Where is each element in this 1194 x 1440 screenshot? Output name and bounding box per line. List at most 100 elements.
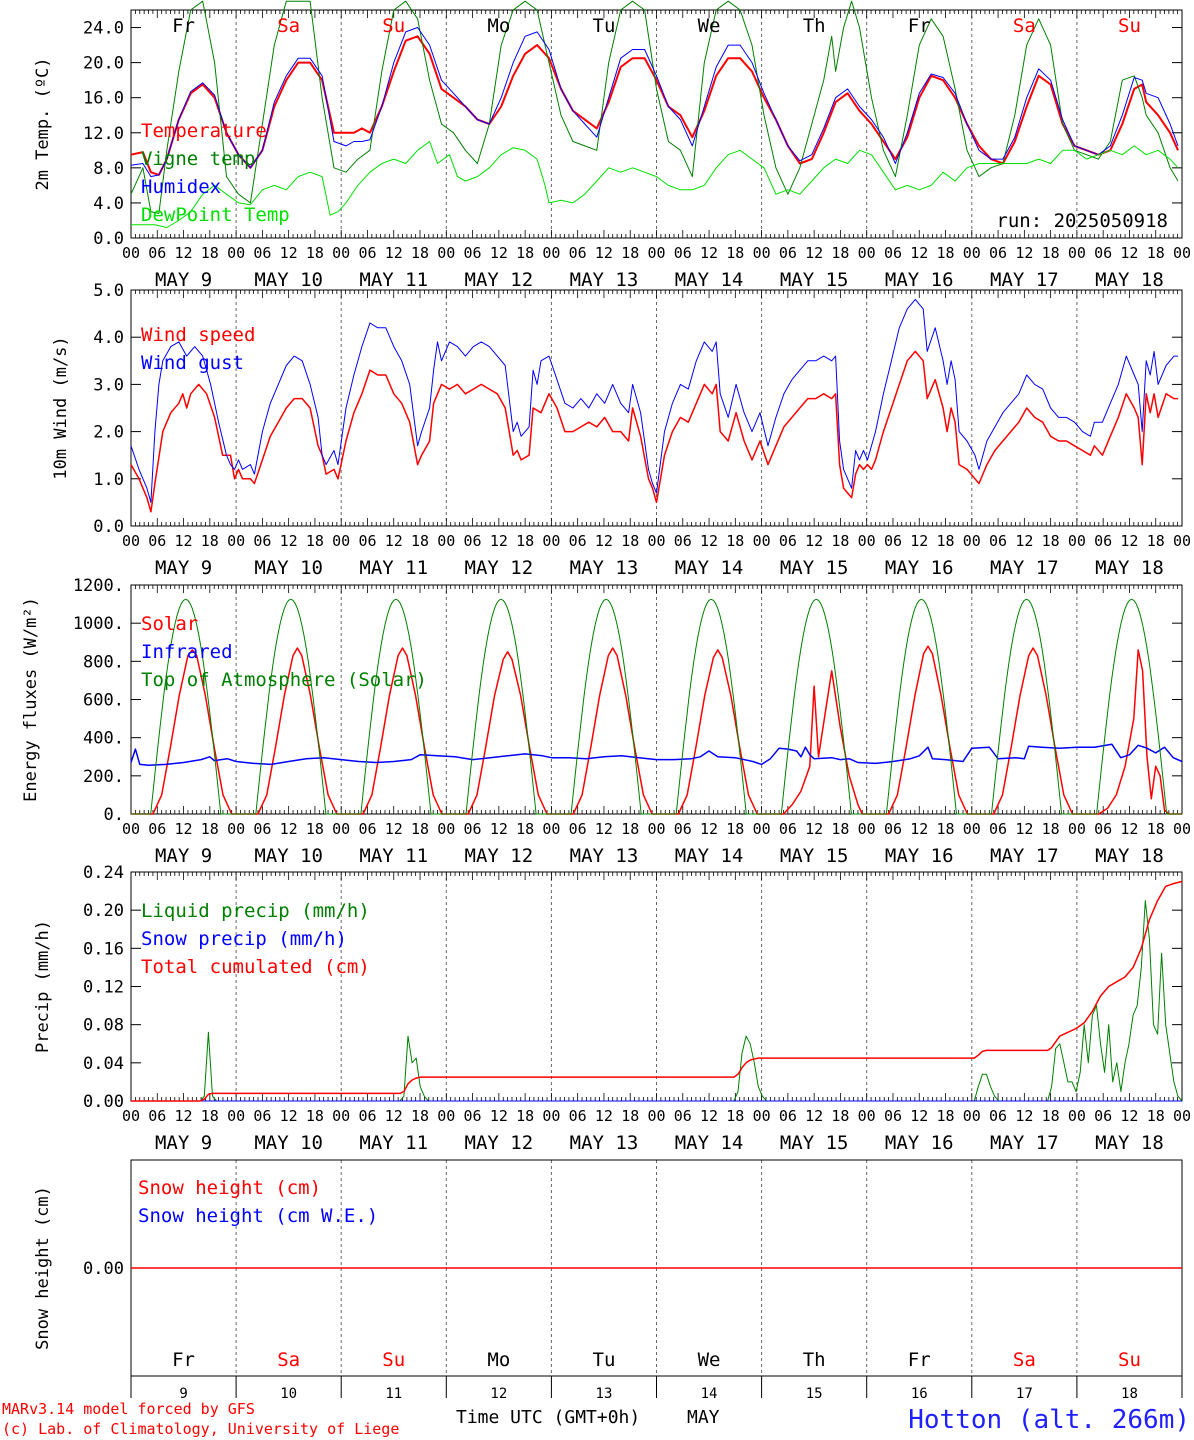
series-liquid-precip-mm-h: [131, 900, 1183, 1102]
legend-entry: Temperature: [141, 120, 267, 142]
x-hour-label: 18: [306, 244, 324, 262]
x-hour-label: 00: [122, 1107, 140, 1125]
x-hour-label: 00: [122, 244, 140, 262]
y-tick-label: 3.0: [93, 375, 124, 395]
x-hour-label: 12: [1120, 820, 1138, 838]
x-hour-label: 06: [148, 820, 166, 838]
x-hour-label: 12: [805, 820, 823, 838]
x-hour-label: 06: [148, 244, 166, 262]
y-tick-label: 0.0: [93, 229, 124, 249]
weekday-label: Fr: [908, 15, 931, 37]
x-hour-label: 18: [1042, 1107, 1060, 1125]
x-day-number: 9: [179, 1386, 187, 1402]
x-date-label: MAY 18: [1095, 269, 1164, 291]
x-hour-label: 06: [1094, 1107, 1112, 1125]
weekday-label: Th: [803, 15, 826, 37]
x-hour-label: 00: [542, 820, 560, 838]
x-hour-label: 18: [831, 1107, 849, 1125]
x-date-label: MAY 18: [1095, 1132, 1164, 1154]
y-tick-label: 0.0: [93, 517, 124, 537]
x-date-label: MAY 11: [359, 1132, 428, 1154]
x-hour-label: 06: [674, 1107, 692, 1125]
x-date-label: MAY 16: [885, 845, 954, 867]
x-hour-label: 18: [306, 820, 324, 838]
x-hour-label: 00: [227, 244, 245, 262]
x-hour-label: 06: [253, 532, 271, 550]
series-temperature: [130, 35, 1179, 176]
legend-entry: Vigne temp: [141, 148, 255, 170]
x-day-number: 15: [806, 1386, 823, 1402]
weekday-label: Fr: [172, 1349, 195, 1371]
x-hour-label: 12: [385, 1107, 403, 1125]
x-date-label: MAY 9: [155, 845, 212, 867]
x-hour-label: 06: [779, 244, 797, 262]
y-tick-label: 1000.: [73, 614, 124, 634]
x-hour-label: 00: [332, 1107, 350, 1125]
y-tick-label: 600.: [83, 691, 124, 711]
weekday-label: Fr: [908, 1349, 931, 1371]
x-hour-label: 12: [280, 820, 298, 838]
x-hour-label: 18: [621, 1107, 639, 1125]
x-hour-label: 06: [674, 532, 692, 550]
y-tick-label: 0.12: [83, 978, 124, 998]
weekday-label: Mo: [487, 1349, 510, 1371]
footer: MARv3.14 model forced by GFS (c) Lab. of…: [2, 1400, 1190, 1438]
x-hour-label: 12: [1015, 244, 1033, 262]
x-date-label: MAY 11: [359, 269, 428, 291]
x-hour-label: 06: [148, 1107, 166, 1125]
y-tick-label: 20.0: [83, 54, 124, 74]
x-hour-label: 12: [805, 532, 823, 550]
x-hour-label: 00: [963, 244, 981, 262]
legend-entry: Wind speed: [141, 324, 255, 346]
weekday-label: Su: [1118, 15, 1141, 37]
x-hour-label: 18: [1147, 820, 1165, 838]
x-date-label: MAY 11: [359, 845, 428, 867]
x-hour-label: 00: [542, 532, 560, 550]
x-hour-label: 00: [1068, 820, 1086, 838]
x-hour-label: 18: [411, 244, 429, 262]
x-hour-label: 12: [910, 244, 928, 262]
station-title: Hotton (alt. 266m): [908, 1405, 1190, 1435]
x-hour-label: 06: [358, 1107, 376, 1125]
y-tick-label: 12.0: [83, 124, 124, 144]
y-axis-title: Energy fluxes (W/m²): [21, 597, 41, 802]
x-hour-label: 00: [963, 532, 981, 550]
y-tick-label: 800.: [83, 652, 124, 672]
x-hour-label: 06: [464, 820, 482, 838]
x-date-label: MAY 9: [155, 269, 212, 291]
x-hour-label: 12: [910, 532, 928, 550]
y-axis-title: Snow height (cm): [33, 1186, 53, 1350]
x-hour-label: 18: [621, 244, 639, 262]
run-annotation: run: 2025050918: [996, 210, 1168, 232]
y-tick-label: 24.0: [83, 19, 124, 39]
x-hour-label: 18: [1042, 820, 1060, 838]
x-date-label: MAY 14: [675, 845, 744, 867]
y-tick-label: 1200.: [73, 576, 124, 596]
x-hour-label: 06: [989, 1107, 1007, 1125]
x-hour-label: 00: [647, 532, 665, 550]
x-hour-label: 06: [989, 820, 1007, 838]
x-hour-label: 00: [753, 532, 771, 550]
x-hour-label: 12: [280, 532, 298, 550]
x-hour-label: 00: [437, 820, 455, 838]
x-hour-label: 00: [753, 244, 771, 262]
x-date-label: MAY 14: [675, 557, 744, 579]
y-tick-label: 400.: [83, 729, 124, 749]
y-axis-title: 10m Wind (m/s): [51, 336, 71, 479]
x-hour-label: 00: [1173, 820, 1191, 838]
x-hour-label: 12: [385, 244, 403, 262]
x-hour-label: 18: [306, 1107, 324, 1125]
x-date-label: MAY 15: [780, 269, 849, 291]
x-hour-label: 00: [332, 244, 350, 262]
legend-entry: Snow height (cm): [138, 1177, 321, 1199]
series-vigne-temp: [130, 0, 1179, 214]
x-date-label: MAY 9: [155, 1132, 212, 1154]
x-hour-label: 00: [858, 1107, 876, 1125]
legend-entry: DewPoint Temp: [141, 204, 290, 226]
x-date-label: MAY 15: [780, 1132, 849, 1154]
y-tick-label: 0.04: [83, 1054, 124, 1074]
x-hour-label: 06: [464, 244, 482, 262]
x-hour-label: 06: [779, 1107, 797, 1125]
x-hour-label: 06: [358, 244, 376, 262]
x-hour-label: 06: [253, 1107, 271, 1125]
